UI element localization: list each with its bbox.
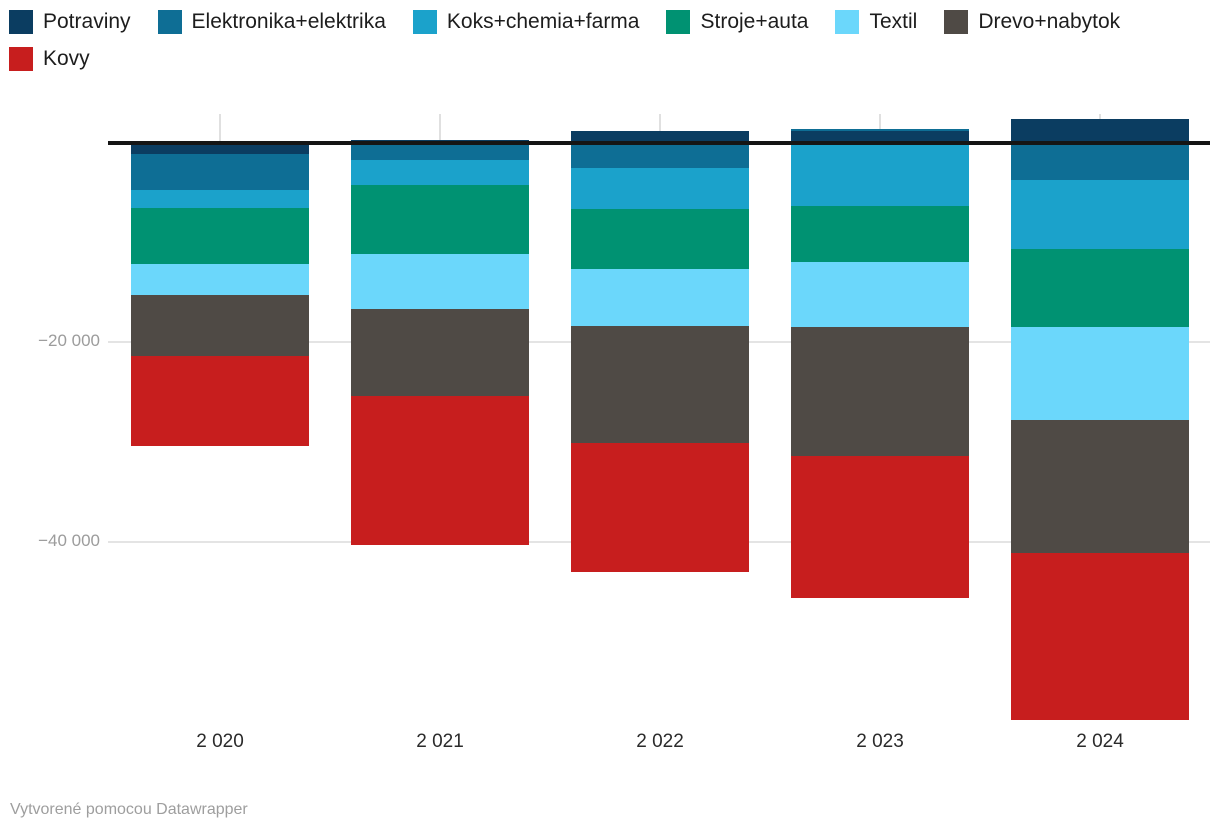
legend-item: Kovy (9, 46, 90, 71)
x-axis-label: 2 020 (196, 731, 244, 752)
legend-label: Kovy (43, 47, 90, 70)
legend-swatch-icon (666, 9, 691, 34)
x-axis-label: 2 021 (416, 731, 464, 752)
bar-segment (131, 356, 309, 446)
legend-item: Koks+chemia+farma (412, 9, 640, 34)
bar-segment (131, 264, 309, 295)
bar-segment (791, 129, 969, 131)
y-axis-label: −40 000 (38, 531, 100, 550)
y-axis-label: −20 000 (38, 331, 100, 350)
zero-baseline (108, 141, 1210, 145)
bar-segment (1011, 249, 1189, 327)
bar-segment (791, 142, 969, 206)
bar-segment (351, 142, 529, 160)
bar-segment (1011, 142, 1189, 180)
legend: Potraviny Elektronika+elektrika Koks+chemi… (9, 9, 1214, 71)
bar-segment (1011, 420, 1189, 553)
legend-swatch-icon (9, 9, 33, 34)
x-axis-label: 2 023 (856, 731, 904, 752)
legend-item: Textil (835, 9, 917, 34)
bar-segment (791, 456, 969, 598)
bar-segment (351, 254, 529, 309)
legend-label: Drevo+nabytok (978, 10, 1121, 33)
x-axis-label: 2 022 (636, 731, 684, 752)
bar-segment (131, 154, 309, 190)
legend-swatch-icon (944, 9, 969, 34)
bar-segment (351, 309, 529, 396)
bar-segment (1011, 327, 1189, 420)
bar-segment (1011, 119, 1189, 142)
bar-segment (571, 168, 749, 209)
legend-swatch-icon (412, 9, 437, 34)
bar-segment (571, 142, 749, 168)
x-axis-tick (439, 114, 441, 142)
datawrapper-credit: Vytvorené pomocou Datawrapper (10, 801, 248, 818)
legend-label: Elektronika+elektrika (191, 10, 386, 33)
legend-label: Potraviny (43, 10, 131, 33)
bar-segment (131, 190, 309, 208)
legend-item: Elektronika+elektrika (157, 9, 386, 34)
bar-segment (791, 206, 969, 262)
bar-segment (571, 326, 749, 443)
bar-segment (131, 295, 309, 356)
bar-segment (571, 443, 749, 572)
bar-segment (1011, 553, 1189, 720)
bar-segment (791, 131, 969, 142)
x-axis-tick (219, 114, 221, 142)
bar-segment (571, 269, 749, 326)
legend-swatch-icon (835, 9, 860, 34)
bar-segment (351, 396, 529, 545)
x-axis-tick (659, 114, 661, 142)
legend-swatch-icon (9, 46, 33, 71)
bar-segment (571, 209, 749, 269)
bar-segment (351, 185, 529, 254)
bar-segment (351, 160, 529, 185)
bar-segment (571, 131, 749, 142)
x-axis-label: 2 024 (1076, 731, 1124, 752)
legend-label: Koks+chemia+farma (446, 10, 640, 33)
bar-segment (131, 142, 309, 154)
legend-item: Potraviny (9, 9, 131, 34)
bar-segment (1011, 180, 1189, 249)
legend-label: Stroje+auta (700, 10, 809, 33)
bar-segment (791, 262, 969, 327)
legend-label: Textil (869, 10, 918, 33)
legend-item: Stroje+auta (666, 9, 808, 34)
bar-segment (791, 327, 969, 456)
bar-segment (131, 208, 309, 264)
legend-swatch-icon (157, 9, 182, 34)
x-axis-tick (879, 114, 881, 142)
legend-item: Drevo+nabytok (944, 9, 1120, 34)
